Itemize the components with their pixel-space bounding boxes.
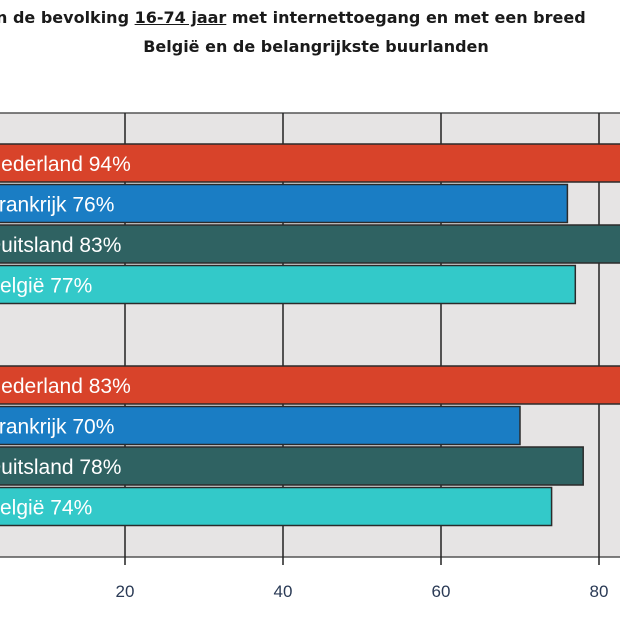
bar-label: Nederland 83% xyxy=(0,375,131,398)
bar-label: Duitsland 83% xyxy=(0,234,121,257)
bar xyxy=(0,365,620,405)
bar-label: Nederland 94% xyxy=(0,153,131,176)
bar-label: België 74% xyxy=(0,497,92,520)
x-tick-label: 20 xyxy=(116,582,135,601)
x-tick-label: 40 xyxy=(274,582,293,601)
bar xyxy=(0,264,577,305)
bar-label: België 77% xyxy=(0,275,92,298)
x-tick-label: 60 xyxy=(432,582,451,601)
title-text: n de bevolking xyxy=(0,8,135,27)
bar xyxy=(0,446,584,486)
chart-title-line-1: n de bevolking 16-74 jaar met internetto… xyxy=(0,8,616,27)
title-underlined-text: 16-74 jaar xyxy=(134,8,227,27)
bar-label: Duitsland 78% xyxy=(0,456,121,479)
chart-title-line-2: België en de belangrijkste buurlanden xyxy=(143,37,489,56)
bar-label: Frankrijk 76% xyxy=(0,194,114,217)
bar-label: Frankrijk 70% xyxy=(0,416,114,439)
bar xyxy=(0,143,620,183)
bar xyxy=(0,224,620,264)
bar xyxy=(0,486,553,527)
x-tick-label: 80 xyxy=(590,582,609,601)
bar xyxy=(0,405,521,446)
bar xyxy=(0,183,569,224)
title-text: met internettoegang en met een breed xyxy=(226,8,586,27)
